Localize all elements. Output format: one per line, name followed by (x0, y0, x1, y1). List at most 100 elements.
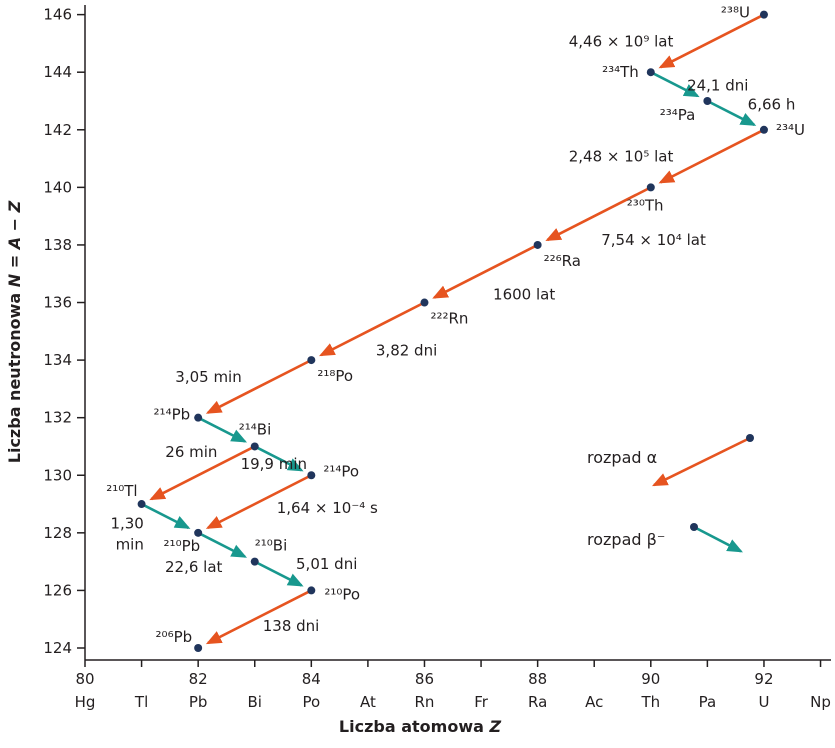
y-tick-label-124: 124 (43, 639, 72, 657)
element-symbol-Po: Po (302, 693, 320, 711)
nuclide-label-Pa234: ²³⁴Pa (660, 106, 696, 124)
nuclide-point-U234 (759, 125, 768, 134)
decay-arrows (140, 13, 765, 645)
decay-arrow-Po214-Pb210 (205, 474, 312, 530)
nuclide-label-Th230: ²³⁰Th (627, 196, 664, 214)
decay-arrow-Bi214-Po214 (254, 445, 304, 472)
y-tick-label-142: 142 (43, 121, 72, 139)
legend-beta-arrow (693, 525, 743, 553)
halflife-label-Bi214-Po214: 19,9 min (241, 455, 307, 473)
nuclide-label-Pb206: ²⁰⁶Pb (156, 628, 193, 646)
y-tick-label-134: 134 (43, 351, 72, 369)
halflife-label-Rn222-Po218: 3,82 dni (376, 341, 437, 359)
y-tick-label-136: 136 (43, 294, 72, 312)
x-tick-label-90: 90 (641, 670, 660, 688)
legend-alpha-dot (746, 434, 754, 442)
nuclide-point-Bi210 (250, 557, 259, 566)
halflife-label-Th234-Pa234: 24,1 dni (687, 77, 748, 95)
decay-arrow-U234-Th230 (658, 128, 765, 184)
halflife-label-Pb214-Bi214: 26 min (165, 443, 217, 461)
halflife-label-Po214-Pb210: 1,64 × 10⁻⁴ s (277, 499, 378, 517)
decay-arrow-Rn222-Po218 (319, 301, 426, 357)
y-tick-label-126: 126 (43, 581, 72, 599)
nuclide-label-Po210: ²¹⁰Po (324, 585, 360, 603)
decay-arrow-Th230-Ra226 (545, 186, 652, 242)
halflife-label-Th230-Ra226: 7,54 × 10⁴ lat (601, 231, 706, 249)
legend: rozpad α rozpad β⁻ (587, 434, 754, 553)
nuclide-point-Po210 (307, 586, 316, 595)
nuclide-point-Po218 (307, 356, 316, 365)
nuclide-label-U238: ²³⁸U (721, 4, 750, 22)
y-tick-label-146: 146 (43, 6, 72, 24)
nuclide-label-Bi210: ²¹⁰Bi (255, 537, 287, 555)
element-symbol-U: U (758, 693, 769, 711)
nuclide-label-Ra226: ²²⁶Ra (544, 252, 581, 270)
nuclide-point-Tl210 (137, 500, 146, 509)
decay-arrow-Po218-Pb214 (205, 358, 312, 414)
halflife-label-Pa234-U234: 6,66 h (748, 95, 796, 113)
element-symbol-Np: Np (810, 693, 831, 711)
nuclide-point-U238 (759, 10, 768, 19)
halflife-label-U238-Th234: 4,46 × 10⁹ lat (569, 32, 674, 50)
element-symbol-Pb: Pb (189, 693, 208, 711)
nuclide-label-U234: ²³⁴U (776, 121, 805, 139)
halflife-label-Tl210-Pb210: 1,30 min (110, 514, 143, 553)
decay-arrow-Bi214-Tl210 (149, 445, 256, 501)
halflife-label-Po210-Pb206: 138 dni (263, 617, 320, 635)
legend-beta-dot (690, 523, 698, 531)
decay-arrow-Pa234-U234 (706, 99, 757, 126)
y-tick-label-128: 128 (43, 524, 72, 542)
nuclide-label-Po218: ²¹⁸Po (317, 367, 353, 385)
element-symbol-Pa: Pa (699, 693, 717, 711)
nuclide-labels: ²³⁸U ²³⁴Th ²³⁴Pa ²³⁴U ²³⁰Th ²²⁶Ra ²²²Rn ²¹⁸Po ²¹… (106, 4, 805, 646)
legend-alpha-arrow (651, 436, 751, 487)
element-symbol-Hg: Hg (75, 693, 96, 711)
element-symbol-At: At (360, 693, 376, 711)
decay-arrow-Pb210-Bi210 (197, 531, 248, 558)
element-symbol-Fr: Fr (474, 693, 489, 711)
x-tick-label-86: 86 (415, 670, 434, 688)
decay-arrow-Po210-Pb206 (205, 589, 312, 645)
element-symbol-Bi: Bi (248, 693, 262, 711)
decay-arrow-Th234-Pa234 (650, 71, 700, 98)
y-tick-label-140: 140 (43, 178, 72, 196)
y-axis-title: Liczba neutronowa N = A − Z (5, 200, 24, 463)
y-tick-label-130: 130 (43, 466, 72, 484)
decay-arrow-Bi210-Po210 (254, 560, 304, 587)
nuclide-point-Th230 (646, 183, 655, 192)
decay-arrow-Pb214-Bi214 (197, 416, 248, 443)
x-tick-label-82: 82 (189, 670, 208, 688)
nuclide-point-Pb210 (194, 528, 203, 537)
element-symbol-Rn: Rn (415, 693, 435, 711)
x-tick-label-80: 80 (75, 670, 94, 688)
nuclide-point-Ra226 (533, 240, 542, 249)
element-symbol-Th: Th (640, 693, 660, 711)
element-symbol-Tl: Tl (134, 693, 148, 711)
nuclide-point-Th234 (646, 68, 655, 77)
nuclide-points (137, 10, 768, 652)
nuclide-label-Po214: ²¹⁴Po (323, 462, 359, 480)
x-axis-title: Liczba atomowa Z (339, 717, 502, 736)
legend-beta-label: rozpad β⁻ (587, 530, 665, 549)
legend-alpha-label: rozpad α (587, 448, 657, 467)
y-tick-label-138: 138 (43, 236, 72, 254)
nuclide-label-Th234: ²³⁴Th (602, 63, 639, 81)
halflife-label-Po218-Pb214: 3,05 min (175, 368, 241, 386)
nuclide-label-Tl210: ²¹⁰Tl (106, 482, 137, 500)
nuclide-point-Pa234 (703, 96, 712, 105)
nuclide-point-Pb214 (194, 413, 203, 422)
x-tick-label-88: 88 (528, 670, 547, 688)
halflife-label-Bi210-Po210: 5,01 dni (296, 555, 357, 573)
nuclide-label-Rn222: ²²²Rn (430, 310, 468, 328)
halflife-label-U234-Th230: 2,48 × 10⁵ lat (569, 148, 674, 166)
decay-arrow-Tl210-Pb210 (140, 502, 191, 530)
halflife-label-Ra226-Rn222: 1600 lat (493, 286, 555, 304)
nuclide-label-Bi214: ²¹⁴Bi (239, 420, 271, 438)
element-symbol-Ac: Ac (585, 693, 603, 711)
axes: 124 126 128 130 132 134 136 138 140 142 144 146 80 Hg… (5, 5, 831, 736)
y-tick-label-132: 132 (43, 409, 72, 427)
element-symbol-Ra: Ra (528, 693, 547, 711)
nuclide-label-Pb210: ²¹⁰Pb (164, 537, 201, 555)
halflife-label-Pb210-Bi210: 22,6 lat (165, 558, 223, 576)
